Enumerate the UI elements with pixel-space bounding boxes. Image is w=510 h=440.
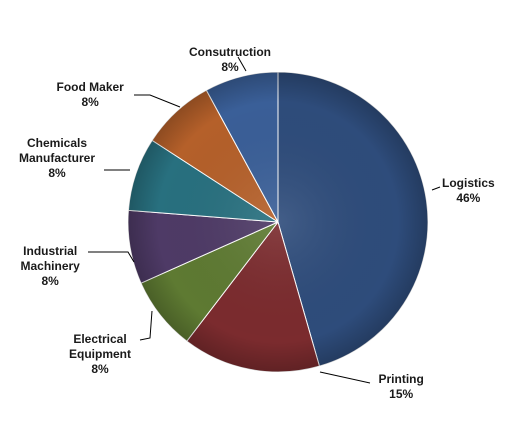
slice-label-text: Electrical	[73, 332, 127, 346]
slice-label-text: Equipment	[69, 347, 131, 361]
leader-line	[139, 310, 153, 341]
slice-label-text: Consutruction	[189, 45, 271, 59]
slice-label-text: Printing	[378, 372, 424, 386]
slice-label: Electrical Equipment 8%	[69, 332, 131, 377]
slice-label-text: Food Maker	[56, 80, 124, 94]
leader-line	[88, 251, 135, 263]
slice-label-text: Manufacturer	[19, 151, 96, 165]
slice-label-text: Machinery	[20, 259, 80, 273]
leader-line	[319, 371, 371, 384]
slice-percent: 8%	[81, 95, 99, 109]
slice-percent: 8%	[91, 362, 109, 376]
slice-label: Industrial Machinery 8%	[21, 244, 80, 289]
slice-label: Printing 15%	[379, 372, 424, 402]
leader-line	[237, 56, 247, 72]
leader-line	[431, 186, 441, 191]
slice-percent: 15%	[389, 387, 414, 401]
slice-label: Chemicals Manufacturer 8%	[19, 136, 95, 181]
slice-label-text: Chemicals	[26, 136, 88, 150]
slice-label: Food Maker 8%	[57, 80, 124, 110]
slice-label-text: Logistics	[442, 176, 495, 190]
slice-percent: 8%	[48, 166, 66, 180]
slice-percent: 8%	[41, 274, 59, 288]
slice-label-text: Industrial	[23, 244, 78, 258]
slice-label: Consutruction 8%	[189, 45, 271, 75]
slice-percent: 8%	[221, 60, 239, 74]
leader-line	[134, 94, 181, 108]
slice-label: Logistics 46%	[442, 176, 495, 206]
slice-percent: 46%	[456, 191, 481, 205]
